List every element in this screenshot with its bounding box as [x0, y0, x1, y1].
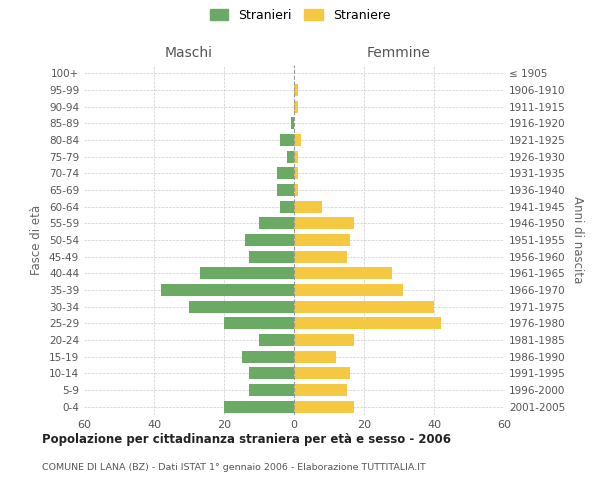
Bar: [290, 118, 294, 130]
Bar: [294, 234, 350, 246]
Bar: [224, 400, 294, 412]
Text: Maschi: Maschi: [165, 46, 213, 60]
Bar: [294, 100, 298, 112]
Bar: [294, 400, 353, 412]
Text: COMUNE DI LANA (BZ) - Dati ISTAT 1° gennaio 2006 - Elaborazione TUTTITALIA.IT: COMUNE DI LANA (BZ) - Dati ISTAT 1° genn…: [42, 462, 426, 471]
Bar: [245, 234, 294, 246]
Bar: [287, 150, 294, 162]
Bar: [189, 300, 294, 312]
Bar: [294, 368, 350, 380]
Bar: [248, 250, 294, 262]
Bar: [248, 384, 294, 396]
Bar: [241, 350, 294, 362]
Bar: [294, 334, 353, 346]
Bar: [280, 134, 294, 146]
Bar: [294, 350, 336, 362]
Bar: [161, 284, 294, 296]
Bar: [294, 200, 322, 212]
Text: Femmine: Femmine: [367, 46, 431, 60]
Bar: [294, 168, 298, 179]
Bar: [199, 268, 294, 280]
Bar: [294, 384, 347, 396]
Bar: [294, 84, 298, 96]
Bar: [277, 184, 294, 196]
Bar: [224, 318, 294, 330]
Bar: [280, 200, 294, 212]
Text: Popolazione per cittadinanza straniera per età e sesso - 2006: Popolazione per cittadinanza straniera p…: [42, 432, 451, 446]
Bar: [294, 318, 441, 330]
Bar: [294, 250, 347, 262]
Bar: [294, 300, 434, 312]
Bar: [294, 284, 403, 296]
Legend: Stranieri, Straniere: Stranieri, Straniere: [209, 8, 391, 22]
Bar: [248, 368, 294, 380]
Bar: [259, 334, 294, 346]
Bar: [294, 184, 298, 196]
Bar: [259, 218, 294, 230]
Y-axis label: Fasce di età: Fasce di età: [31, 205, 43, 275]
Bar: [294, 134, 301, 146]
Bar: [277, 168, 294, 179]
Bar: [294, 268, 392, 280]
Bar: [294, 150, 298, 162]
Y-axis label: Anni di nascita: Anni di nascita: [571, 196, 584, 284]
Bar: [294, 218, 353, 230]
